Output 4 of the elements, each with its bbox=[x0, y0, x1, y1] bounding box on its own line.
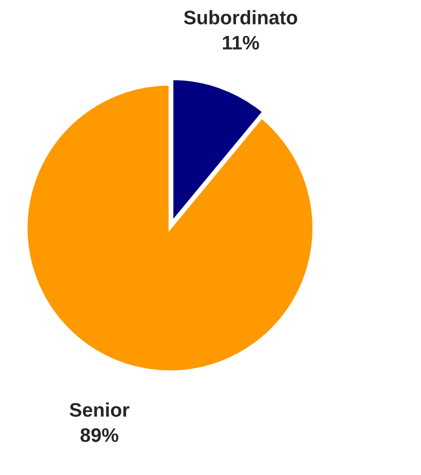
data-label: 11% bbox=[222, 36, 260, 50]
slice-label: Senior bbox=[70, 402, 130, 417]
data-label: 89% bbox=[80, 428, 118, 442]
slice-label: Subordinato bbox=[184, 10, 298, 24]
